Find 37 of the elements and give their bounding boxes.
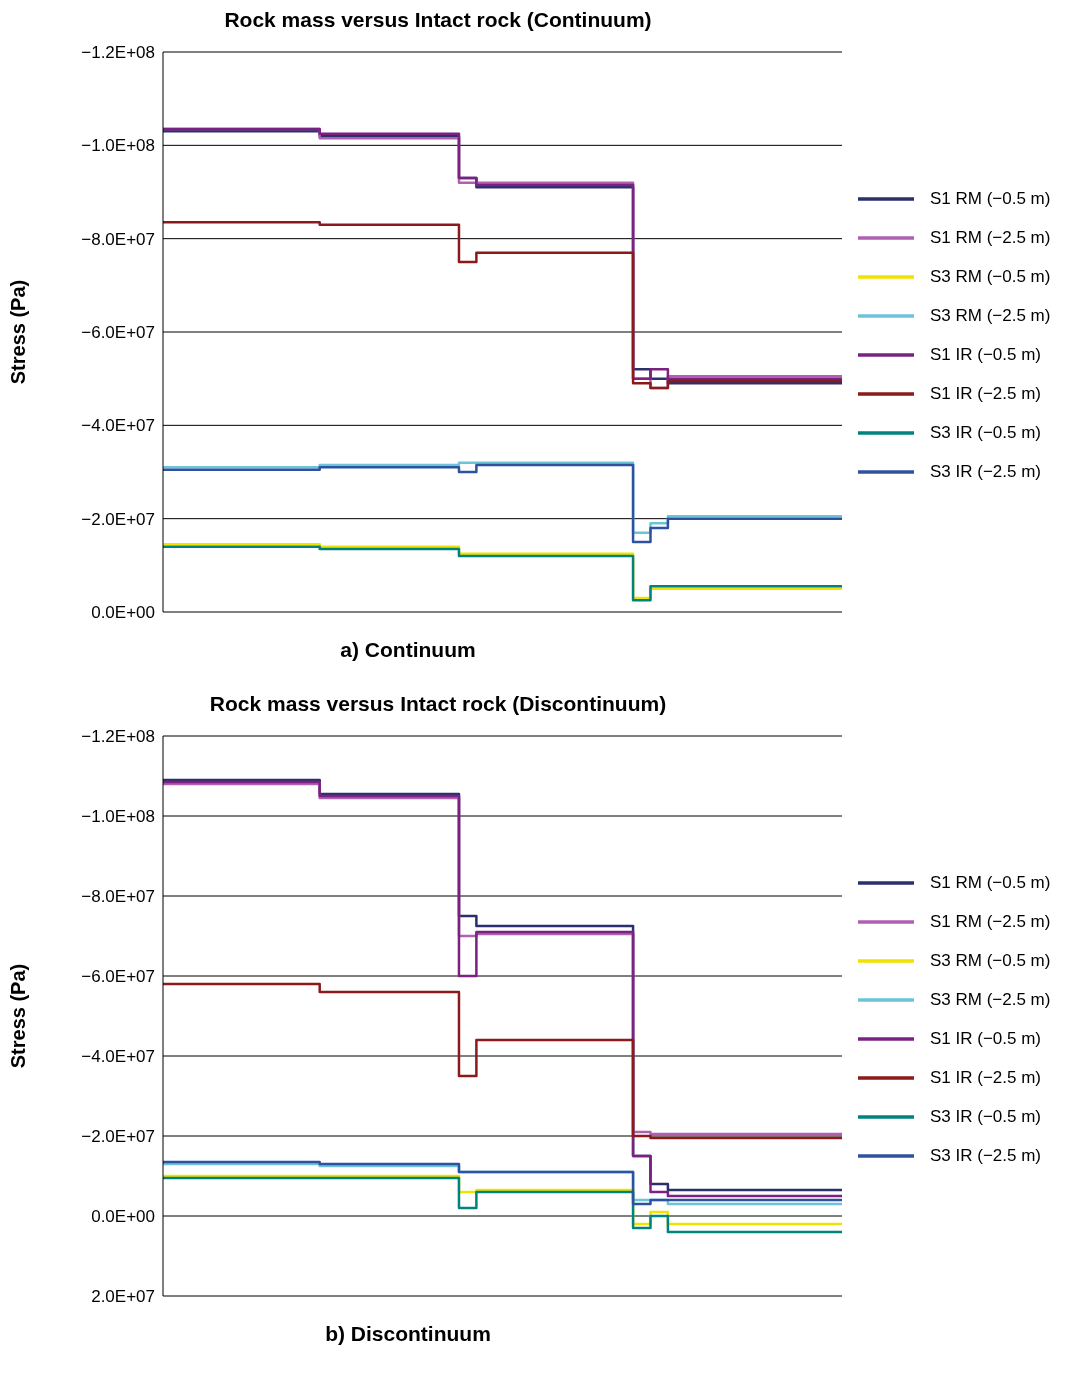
legend-label: S1 RM (−0.5 m) <box>930 188 1051 209</box>
y-tick-label: 0.0E+00 <box>91 603 155 623</box>
legend-label: S3 RM (−0.5 m) <box>930 950 1051 971</box>
y-tick-label: −1.2E+08 <box>81 727 155 747</box>
legend-label: S1 IR (−0.5 m) <box>930 344 1042 365</box>
legend-label: S3 RM (−0.5 m) <box>930 266 1051 287</box>
y-tick-label: −8.0E+07 <box>81 229 155 249</box>
x-axis-title: b) Discontinuum <box>324 1322 492 1346</box>
y-axis-title: Stress (Pa) <box>7 963 30 1069</box>
y-tick-label: 2.0E+07 <box>91 1287 155 1307</box>
legend-label: S3 RM (−2.5 m) <box>930 989 1051 1010</box>
y-tick-label: −4.0E+07 <box>81 1047 155 1067</box>
legend-label: S1 IR (−2.5 m) <box>930 1067 1042 1088</box>
y-tick-label: −2.0E+07 <box>81 509 155 529</box>
legend-label: S1 RM (−0.5 m) <box>930 872 1051 893</box>
y-axis-title: Stress (Pa) <box>7 279 30 385</box>
legend-label: S3 IR (−2.5 m) <box>930 1145 1042 1166</box>
legend-label: S1 RM (−2.5 m) <box>930 911 1051 932</box>
legend-label: S3 IR (−2.5 m) <box>930 461 1042 482</box>
y-tick-label: −6.0E+07 <box>81 967 155 987</box>
legend-label: S3 IR (−0.5 m) <box>930 1106 1042 1127</box>
legend-label: S1 IR (−0.5 m) <box>930 1028 1042 1049</box>
legend-label: S3 RM (−2.5 m) <box>930 305 1051 326</box>
x-axis-title: a) Continuum <box>339 638 477 662</box>
y-tick-label: −1.0E+08 <box>81 136 155 156</box>
chart-title: Rock mass versus Intact rock (Continuum) <box>223 8 653 32</box>
y-tick-label: −4.0E+07 <box>81 416 155 436</box>
legend-label: S1 RM (−2.5 m) <box>930 227 1051 248</box>
legend-label: S3 IR (−0.5 m) <box>930 422 1042 443</box>
y-tick-label: −2.0E+07 <box>81 1127 155 1147</box>
y-tick-label: −1.0E+08 <box>81 807 155 827</box>
y-tick-label: 0.0E+00 <box>91 1207 155 1227</box>
legend-label: S1 IR (−2.5 m) <box>930 383 1042 404</box>
y-tick-label: −8.0E+07 <box>81 887 155 907</box>
chart-title: Rock mass versus Intact rock (Discontinuum) <box>208 692 668 716</box>
y-tick-label: −1.2E+08 <box>81 43 155 63</box>
y-tick-label: −6.0E+07 <box>81 323 155 343</box>
